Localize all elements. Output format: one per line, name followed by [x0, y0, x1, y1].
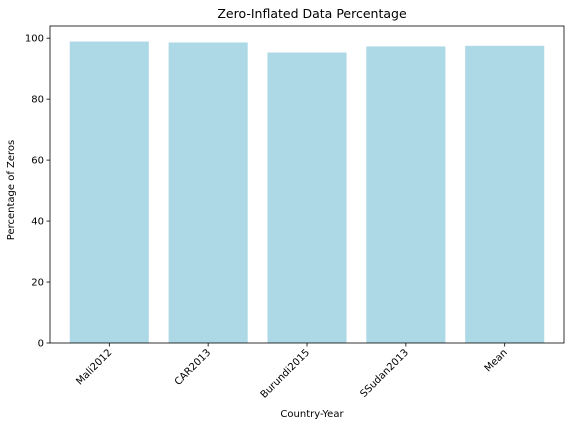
- x-tick-label: Mali2012: [74, 347, 114, 387]
- bar-mean: [465, 45, 545, 343]
- y-tick-label: 20: [31, 278, 44, 289]
- x-tick-label: Burundi2015: [259, 347, 312, 400]
- y-tick-label: 40: [31, 217, 44, 228]
- y-tick-label: 0: [38, 339, 44, 350]
- chart-title: Zero-Inflated Data Percentage: [217, 6, 407, 21]
- bar-burundi2015: [267, 52, 347, 343]
- x-tick-label: CAR2013: [173, 347, 213, 387]
- plot-frame: [49, 25, 565, 344]
- bars-group: [69, 41, 545, 343]
- bar-mali2012: [69, 41, 149, 343]
- y-tick-label: 60: [31, 156, 44, 167]
- bar-car2013: [168, 42, 248, 343]
- x-axis-label: Country-Year: [280, 409, 344, 420]
- y-tick-label: 100: [25, 34, 44, 45]
- y-axis-label: Percentage of Zeros: [6, 140, 17, 240]
- y-axis: 0 20 40 60 80 100: [25, 34, 50, 350]
- y-tick-label: 80: [31, 95, 44, 106]
- x-tick-label: Mean: [483, 347, 510, 374]
- x-tick-label: SSudan2013: [358, 347, 411, 400]
- bar-ssudan2013: [366, 46, 446, 343]
- x-axis: Mali2012 CAR2013 Burundi2015 SSudan2013 Mean: [74, 343, 510, 401]
